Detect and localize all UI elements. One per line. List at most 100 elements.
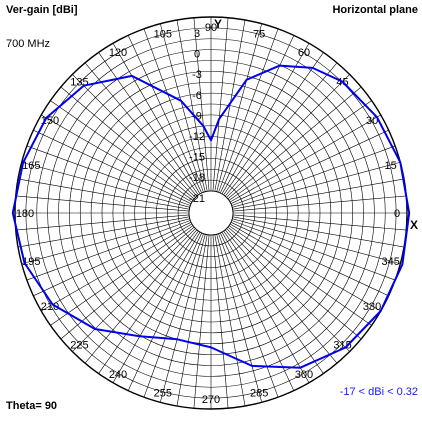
- grid-spoke: [226, 228, 350, 352]
- plane-label: Horizontal plane: [332, 4, 418, 16]
- grid-spoke: [214, 234, 246, 407]
- grid-spoke: [226, 74, 350, 198]
- grid-spoke: [127, 35, 202, 194]
- grid-spoke: [41, 114, 193, 203]
- angle-tick-label: 210: [41, 301, 59, 313]
- grid-spoke: [17, 216, 190, 248]
- grid-spoke: [72, 74, 196, 198]
- grid-spoke: [50, 100, 194, 201]
- grid-spoke: [15, 214, 190, 231]
- grid-spoke: [26, 145, 191, 206]
- grid-spoke: [193, 234, 210, 409]
- angle-tick-label: 90: [205, 22, 217, 34]
- chart-title: Ver-gain [dBi]: [6, 4, 78, 16]
- grid-spoke: [50, 225, 194, 326]
- grid-spoke: [98, 52, 199, 196]
- grid-spoke: [231, 145, 396, 206]
- radial-tick-label: -9: [192, 110, 202, 122]
- angle-tick-label: 0: [394, 208, 400, 220]
- grid-spoke: [218, 233, 279, 398]
- radial-tick-label: -12: [189, 131, 205, 143]
- grid-spoke: [227, 86, 362, 200]
- grid-spoke: [220, 35, 295, 194]
- radial-tick-label: -15: [189, 152, 205, 164]
- grid-spoke: [98, 230, 199, 374]
- radial-tick-label: -3: [192, 69, 202, 81]
- grid-spoke: [112, 43, 201, 195]
- angle-tick-label: 225: [70, 340, 88, 352]
- radial-tick-label: 3: [194, 28, 200, 40]
- grid-spoke: [232, 218, 401, 265]
- angle-tick-label: 285: [250, 388, 268, 400]
- grid-spoke: [21, 161, 190, 208]
- grid-spoke: [216, 234, 263, 403]
- radial-tick-label: -21: [189, 193, 205, 205]
- grid-spoke: [212, 234, 229, 409]
- grid-spoke: [232, 195, 407, 212]
- grid-spoke: [33, 222, 192, 297]
- grid-spoke: [230, 222, 389, 297]
- grid-spoke: [33, 129, 192, 204]
- grid-spoke: [127, 232, 202, 391]
- range-label: -17 < dBi < 0.32: [339, 386, 418, 398]
- grid-spoke: [143, 233, 204, 398]
- grid-spoke: [15, 195, 190, 212]
- angle-tick-label: 60: [298, 47, 310, 59]
- angle-tick-label: 255: [154, 388, 172, 400]
- grid-spoke: [60, 86, 195, 200]
- grid-spoke: [232, 216, 405, 248]
- grid-spoke: [223, 230, 324, 374]
- frequency-label: 700 MHz: [6, 38, 51, 50]
- grid-spoke: [232, 178, 405, 210]
- grid-spoke: [60, 226, 195, 340]
- grid-spoke: [229, 114, 381, 203]
- grid-spoke: [212, 17, 229, 192]
- grid-spoke: [227, 226, 362, 340]
- angle-tick-label: 165: [22, 160, 40, 172]
- grid-spoke: [216, 23, 263, 192]
- angle-tick-label: 240: [109, 369, 127, 381]
- grid-spoke: [224, 62, 338, 197]
- angle-tick-label: 300: [295, 369, 313, 381]
- grid-spoke: [228, 225, 372, 326]
- grid-spoke: [232, 161, 401, 208]
- grid-spoke: [41, 223, 193, 312]
- grid-spoke: [223, 52, 324, 196]
- angle-tick-label: 30: [366, 115, 378, 127]
- grid-spoke: [21, 218, 190, 265]
- grid-spoke: [84, 62, 198, 197]
- grid-spoke: [218, 28, 279, 193]
- grid-spoke: [220, 232, 295, 391]
- theta-label: Theta= 90: [6, 400, 58, 412]
- angle-tick-label: 75: [253, 28, 265, 40]
- grid-spoke: [84, 229, 198, 364]
- grid-spoke: [17, 178, 190, 210]
- angle-tick-label: 330: [363, 301, 381, 313]
- grid-spoke: [176, 234, 208, 407]
- angle-tick-label: 180: [16, 208, 34, 220]
- radial-tick-label: -18: [189, 172, 205, 184]
- grid-spoke: [143, 28, 204, 193]
- y-axis-label: Y: [214, 17, 222, 31]
- grid-spoke: [221, 231, 310, 383]
- gain-pattern-line: [11, 64, 411, 369]
- grid-spoke: [224, 229, 338, 364]
- angle-tick-label: 270: [202, 394, 220, 406]
- angle-tick-label: 105: [154, 28, 172, 40]
- radial-tick-label: 0: [194, 49, 200, 61]
- grid-spoke: [231, 220, 396, 281]
- angle-tick-label: 345: [381, 256, 399, 268]
- angle-tick-label: 120: [109, 47, 127, 59]
- grid-spoke: [193, 17, 210, 192]
- radial-tick-label: -6: [192, 90, 202, 102]
- grid-spoke: [72, 228, 196, 352]
- angle-tick-label: 315: [333, 340, 351, 352]
- grid-spoke: [230, 129, 389, 204]
- grid-spoke: [229, 223, 381, 312]
- angle-tick-label: 15: [385, 160, 397, 172]
- grid-spoke: [176, 19, 208, 192]
- angle-tick-label: 135: [70, 76, 88, 88]
- grid-spoke: [112, 231, 201, 383]
- grid-spoke: [221, 43, 310, 195]
